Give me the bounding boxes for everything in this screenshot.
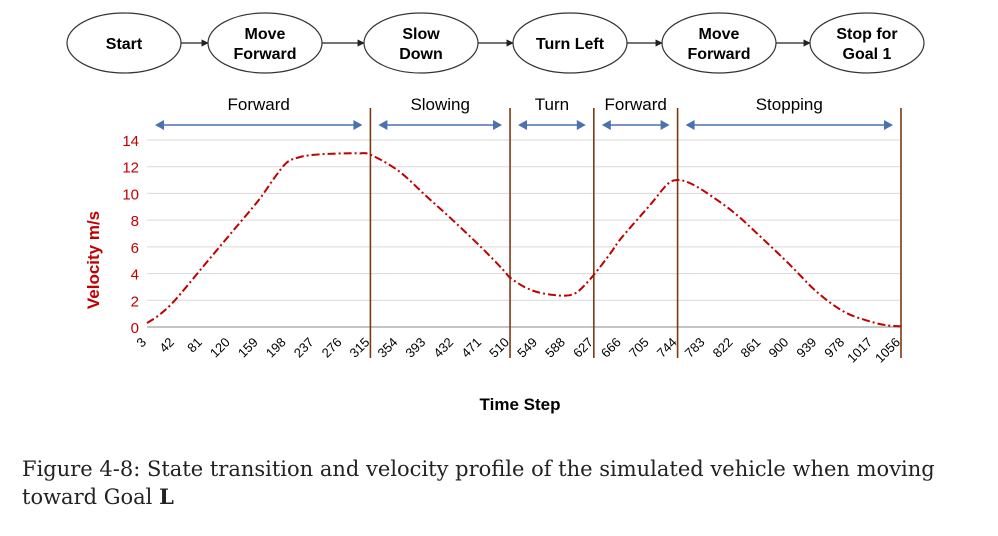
x-tick-label: 237 xyxy=(291,335,317,361)
figure-caption: Figure 4-8: State transition and velocit… xyxy=(22,455,982,511)
phase-label: Stopping xyxy=(756,95,823,114)
state-label: Move Forward xyxy=(233,26,296,63)
x-tick-label: 783 xyxy=(682,335,708,361)
state-label: Turn Left xyxy=(536,36,605,53)
y-tick-label: 14 xyxy=(122,133,139,150)
x-tick-label: 822 xyxy=(710,335,736,361)
x-tick-label: 159 xyxy=(235,335,261,361)
y-tick-label: 6 xyxy=(131,240,139,257)
velocity-series xyxy=(146,152,902,328)
x-tick-label: 588 xyxy=(542,335,568,361)
x-tick-label: 276 xyxy=(319,335,345,361)
x-tick-label: 666 xyxy=(598,335,624,361)
state-ellipse xyxy=(207,12,323,74)
phase-label: Forward xyxy=(228,95,290,114)
phase-label: Slowing xyxy=(410,95,470,114)
state-ellipse xyxy=(661,12,777,74)
x-tick-label: 939 xyxy=(793,335,819,361)
state-label: Move Forward xyxy=(687,26,750,63)
phase-label: Turn xyxy=(535,95,569,114)
state-diagram: Start Move Forward Slow Down Turn Left Move For… xyxy=(66,12,925,74)
phase-label: Forward xyxy=(605,95,667,114)
x-tick-label: 3 xyxy=(133,335,149,351)
x-tick-label: 900 xyxy=(765,335,791,361)
state-label: Start xyxy=(106,36,143,53)
x-tick-label: 471 xyxy=(458,335,484,361)
caption-goal-label: L xyxy=(159,484,174,509)
x-tick-label: 81 xyxy=(184,335,205,356)
y-tick-labels: 0 2 4 6 8 10 12 14 xyxy=(122,133,139,337)
x-tick-label: 549 xyxy=(514,335,540,361)
y-tick-label: 10 xyxy=(122,186,139,203)
state-node: Start xyxy=(66,12,182,74)
state-label: Stop for Goal 1 xyxy=(836,26,897,63)
x-tick-labels: 3 42 81 120 159 198 237 276 315 354 393 432 471 510 54… xyxy=(133,335,903,366)
phase-boundaries xyxy=(369,108,902,358)
x-tick-label: 1056 xyxy=(872,335,903,366)
gridlines xyxy=(147,139,901,301)
x-tick-label: 120 xyxy=(207,335,233,361)
state-ellipse xyxy=(363,12,479,74)
x-tick-label: 744 xyxy=(654,335,680,361)
y-tick-label: 4 xyxy=(131,267,139,284)
phase-arrow xyxy=(685,120,893,130)
x-tick-label: 393 xyxy=(402,335,428,361)
phase-arrow xyxy=(601,120,670,130)
x-tick-label: 978 xyxy=(821,335,847,361)
state-label: Slow Down xyxy=(399,26,443,63)
state-ellipse xyxy=(809,12,925,74)
phase-arrow xyxy=(518,120,586,130)
x-tick-label: 627 xyxy=(570,335,596,361)
state-node: Turn Left xyxy=(512,12,628,74)
x-tick-label: 198 xyxy=(263,335,289,361)
phase-arrow xyxy=(378,120,503,130)
y-tick-label: 12 xyxy=(122,160,139,177)
x-tick-label: 432 xyxy=(430,335,456,361)
x-axis-label: Time Step xyxy=(480,395,561,414)
y-axis-label: Velocity m/s xyxy=(84,211,103,309)
y-tick-label: 0 xyxy=(131,320,139,337)
state-node: Slow Down xyxy=(363,12,479,74)
x-tick-label: 315 xyxy=(347,335,373,361)
x-tick-label: 861 xyxy=(738,335,764,361)
x-tick-label: 1017 xyxy=(844,335,875,366)
caption-text: Figure 4-8: State transition and velocit… xyxy=(22,457,935,509)
x-tick-label: 354 xyxy=(375,335,401,361)
y-tick-label: 8 xyxy=(131,213,139,230)
state-node: Move Forward xyxy=(207,12,323,74)
phase-arrow xyxy=(155,120,363,130)
x-tick-label: 42 xyxy=(156,335,177,356)
phase-annotations: Forward Slowing Turn Forward Stopping xyxy=(155,95,893,130)
x-tick-label: 510 xyxy=(486,335,512,361)
x-tick-label: 705 xyxy=(626,335,652,361)
y-tick-label: 2 xyxy=(131,293,139,310)
state-node: Stop for Goal 1 xyxy=(809,12,925,74)
velocity-line xyxy=(146,152,902,328)
state-node: Move Forward xyxy=(661,12,777,74)
